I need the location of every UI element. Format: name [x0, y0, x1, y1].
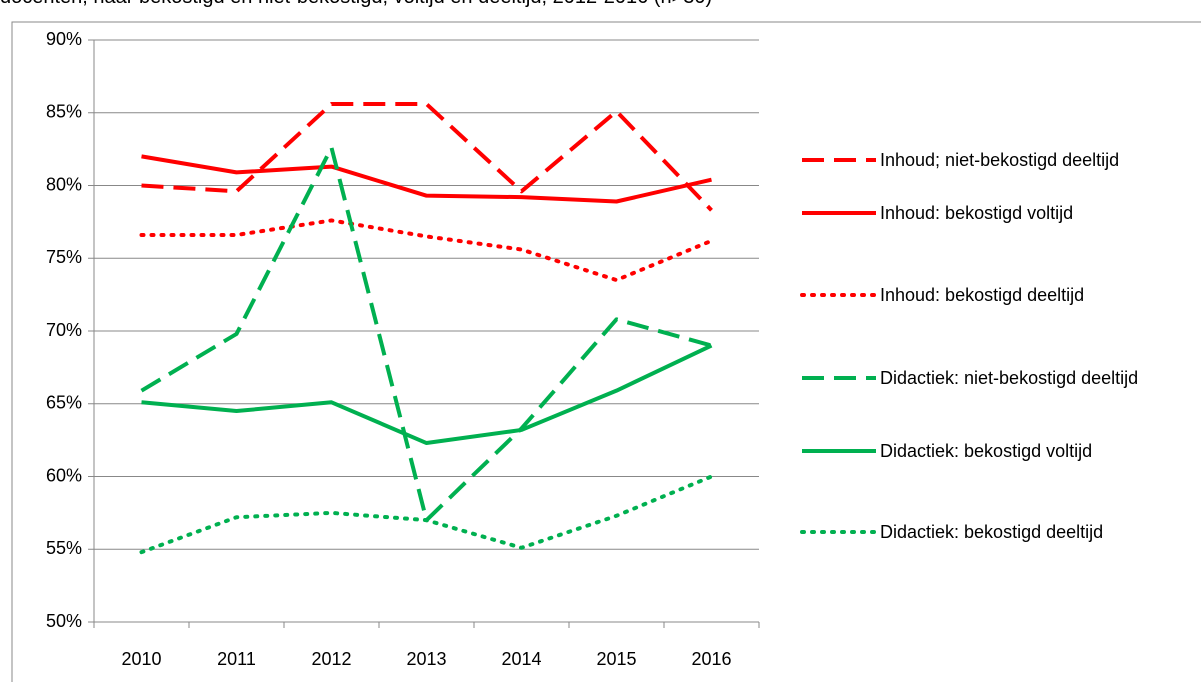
- legend-label: Inhoud: bekostigd deeltijd: [880, 285, 1085, 305]
- x-tick-label: 2012: [311, 649, 351, 669]
- y-tick-label: 70%: [46, 320, 82, 340]
- legend-label: Inhoud; niet-bekostigd deeltijd: [880, 150, 1120, 170]
- x-tick-label: 2013: [406, 649, 446, 669]
- series-line: [139, 474, 714, 555]
- y-tick-label: 65%: [46, 393, 82, 413]
- chart-subtitle: docenten, naar bekostigd en niet-bekosti…: [0, 0, 712, 9]
- legend-label: Didactiek: bekostigd voltijd: [880, 441, 1093, 461]
- legend-label: Didactiek: bekostigd deeltijd: [880, 522, 1104, 542]
- legend-label: Didactiek: niet-bekostigd deeltijd: [880, 368, 1139, 388]
- y-tick-label: 85%: [46, 102, 82, 122]
- y-tick-label: 55%: [46, 538, 82, 558]
- x-tick-label: 2010: [121, 649, 161, 669]
- x-tick-label: 2011: [217, 649, 256, 669]
- series-line: [141, 154, 712, 204]
- series-line: [139, 218, 714, 283]
- series-line: [141, 343, 713, 446]
- y-tick-label: 75%: [46, 247, 82, 267]
- legend-label: Inhoud: bekostigd voltijd: [880, 203, 1074, 223]
- series-line: [140, 145, 713, 523]
- x-tick-label: 2016: [691, 649, 731, 669]
- y-tick-label: 90%: [46, 29, 82, 49]
- y-tick-label: 60%: [46, 465, 82, 485]
- y-tick-label: 50%: [46, 611, 82, 631]
- chart-border: [11, 21, 1201, 682]
- x-tick-label: 2015: [596, 649, 636, 669]
- x-tick-label: 2014: [501, 649, 541, 669]
- y-tick-label: 80%: [46, 174, 82, 194]
